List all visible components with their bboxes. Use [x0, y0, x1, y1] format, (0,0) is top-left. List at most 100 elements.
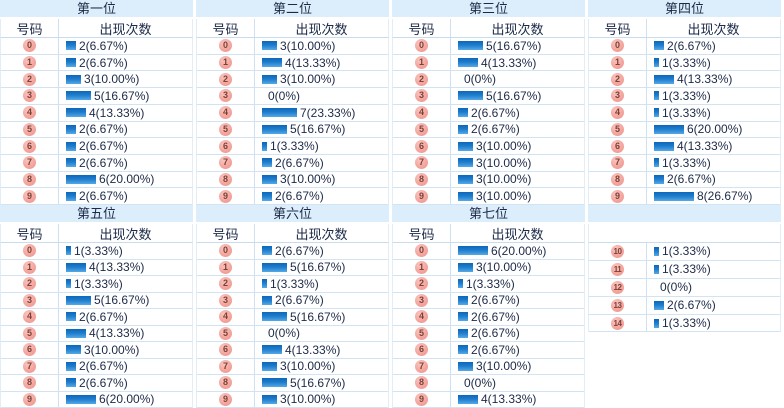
number-cell: 2 [1, 276, 59, 292]
frequency-bar [66, 295, 91, 305]
number-cell: 7 [393, 154, 451, 171]
number-cell: 4 [197, 104, 255, 121]
count-cell: 3(10.00%) [255, 38, 388, 54]
count-label: 1(3.33%) [662, 244, 711, 259]
table-row: 2 1(3.33%) [0, 276, 193, 293]
number-badge: 3 [415, 293, 428, 307]
number-cell: 9 [1, 188, 59, 205]
number-cell: 8 [393, 375, 451, 391]
count-cell: 2(6.67%) [59, 122, 192, 138]
count-label: 2(6.67%) [471, 309, 520, 324]
count-cell: 4(13.33%) [255, 342, 388, 358]
number-badge: 0 [219, 39, 232, 53]
frequency-bar [654, 141, 674, 151]
count-label: 3(10.00%) [280, 359, 336, 374]
count-label: 2(6.67%) [79, 38, 128, 53]
count-cell: 1(3.33%) [647, 261, 780, 278]
number-badge: 8 [415, 172, 428, 186]
number-badge: 6 [23, 343, 36, 357]
table-row: 4 2(6.67%) [0, 309, 193, 326]
count-cell: 2(6.67%) [451, 326, 584, 342]
count-label: 2(6.67%) [667, 172, 716, 187]
table-row: 5 4(13.33%) [0, 325, 193, 342]
frequency-bar [654, 124, 684, 134]
number-cell: 8 [1, 375, 59, 391]
number-badge: 5 [611, 122, 624, 136]
number-badge: 12 [611, 280, 624, 294]
number-badge: 1 [415, 56, 428, 70]
frequency-bar [66, 91, 91, 101]
count-cell: 8(26.67%) [647, 188, 780, 204]
count-label: 2(6.67%) [471, 105, 520, 120]
count-label: 0(0%) [268, 326, 301, 341]
number-cell: 3 [589, 88, 647, 104]
table-row: 6 3(10.00%) [392, 138, 585, 155]
table-row: 0 1(3.33%) [0, 243, 193, 260]
count-column-header [647, 224, 780, 242]
number-cell: 4 [393, 104, 451, 121]
panel-title: 第一位 [0, 0, 193, 17]
count-cell: 3(10.00%) [451, 172, 584, 188]
count-cell: 3(10.00%) [255, 359, 388, 375]
number-badge: 6 [415, 343, 428, 357]
frequency-bar [262, 361, 277, 371]
number-badge: 4 [415, 310, 428, 324]
count-column-header: 出现次数 [295, 226, 348, 242]
count-label: 2(6.67%) [471, 122, 520, 137]
count-label: 3(10.00%) [476, 359, 532, 374]
number-badge: 0 [23, 244, 36, 258]
frequency-bar [458, 124, 468, 134]
count-label: 5(16.67%) [290, 260, 346, 275]
table-row: 1 5(16.67%) [196, 259, 389, 276]
count-label: 2(6.67%) [79, 189, 128, 204]
number-badge: 9 [415, 189, 428, 203]
frequency-bar [66, 361, 76, 371]
number-cell: 7 [393, 358, 451, 374]
data-rows: 0 3(10.00%) 1 4(13.33%) 2 3(10.00%) 3 0(0%) 4 7(2… [196, 38, 389, 205]
count-label: 1(3.33%) [662, 316, 711, 330]
count-label: 3(10.00%) [280, 392, 336, 407]
table-row: 3 2(6.67%) [196, 292, 389, 309]
frequency-bar [262, 174, 277, 184]
count-cell: 3(10.00%) [451, 260, 584, 276]
table-row: 2 1(3.33%) [196, 276, 389, 293]
number-cell: 2 [197, 276, 255, 292]
table-row: 1 4(13.33%) [0, 259, 193, 276]
frequency-bar [458, 108, 468, 118]
number-badge: 1 [415, 260, 428, 274]
table-row: 4 7(23.33%) [196, 104, 389, 122]
number-cell: 14 [589, 314, 647, 332]
count-cell: 5(16.67%) [59, 293, 192, 309]
frequency-bar [262, 191, 272, 201]
count-label: 4(13.33%) [481, 55, 537, 70]
count-label: 3(10.00%) [476, 155, 532, 170]
table-row: 4 2(6.67%) [392, 309, 585, 326]
number-cell: 10 [589, 243, 647, 260]
number-badge: 5 [23, 122, 36, 136]
number-column-header: 号码 [197, 224, 255, 242]
table-row: 8 3(10.00%) [196, 171, 389, 189]
count-cell: 2(6.67%) [647, 172, 780, 188]
number-cell: 4 [393, 309, 451, 325]
table-row: 8 3(10.00%) [392, 171, 585, 189]
frequency-bar [458, 141, 473, 151]
column-header-row [588, 224, 781, 243]
frequency-bar [262, 345, 282, 355]
panel-title: 第六位 [196, 205, 389, 222]
number-cell: 9 [197, 391, 255, 407]
table-row: 7 2(6.67%) [0, 154, 193, 172]
count-label: 4(13.33%) [89, 105, 145, 120]
count-cell: 5(16.67%) [451, 38, 584, 54]
column-header-row: 号码 出现次数 [392, 224, 585, 243]
number-badge: 7 [23, 156, 36, 170]
number-cell: 1 [197, 54, 255, 71]
position-panel-3: 第三位 号码 出现次数 0 5(16.67%) 1 4(13.33%) 2 0(0%) 3 5(16… [392, 0, 585, 205]
count-cell: 2(6.67%) [59, 55, 192, 71]
count-cell: 1(3.33%) [255, 138, 388, 154]
frequency-bar [654, 58, 659, 68]
count-cell: 3(10.00%) [451, 188, 584, 204]
count-label: 2(6.67%) [275, 293, 324, 308]
count-label: 2(6.67%) [79, 55, 128, 70]
number-badge: 0 [611, 39, 624, 53]
